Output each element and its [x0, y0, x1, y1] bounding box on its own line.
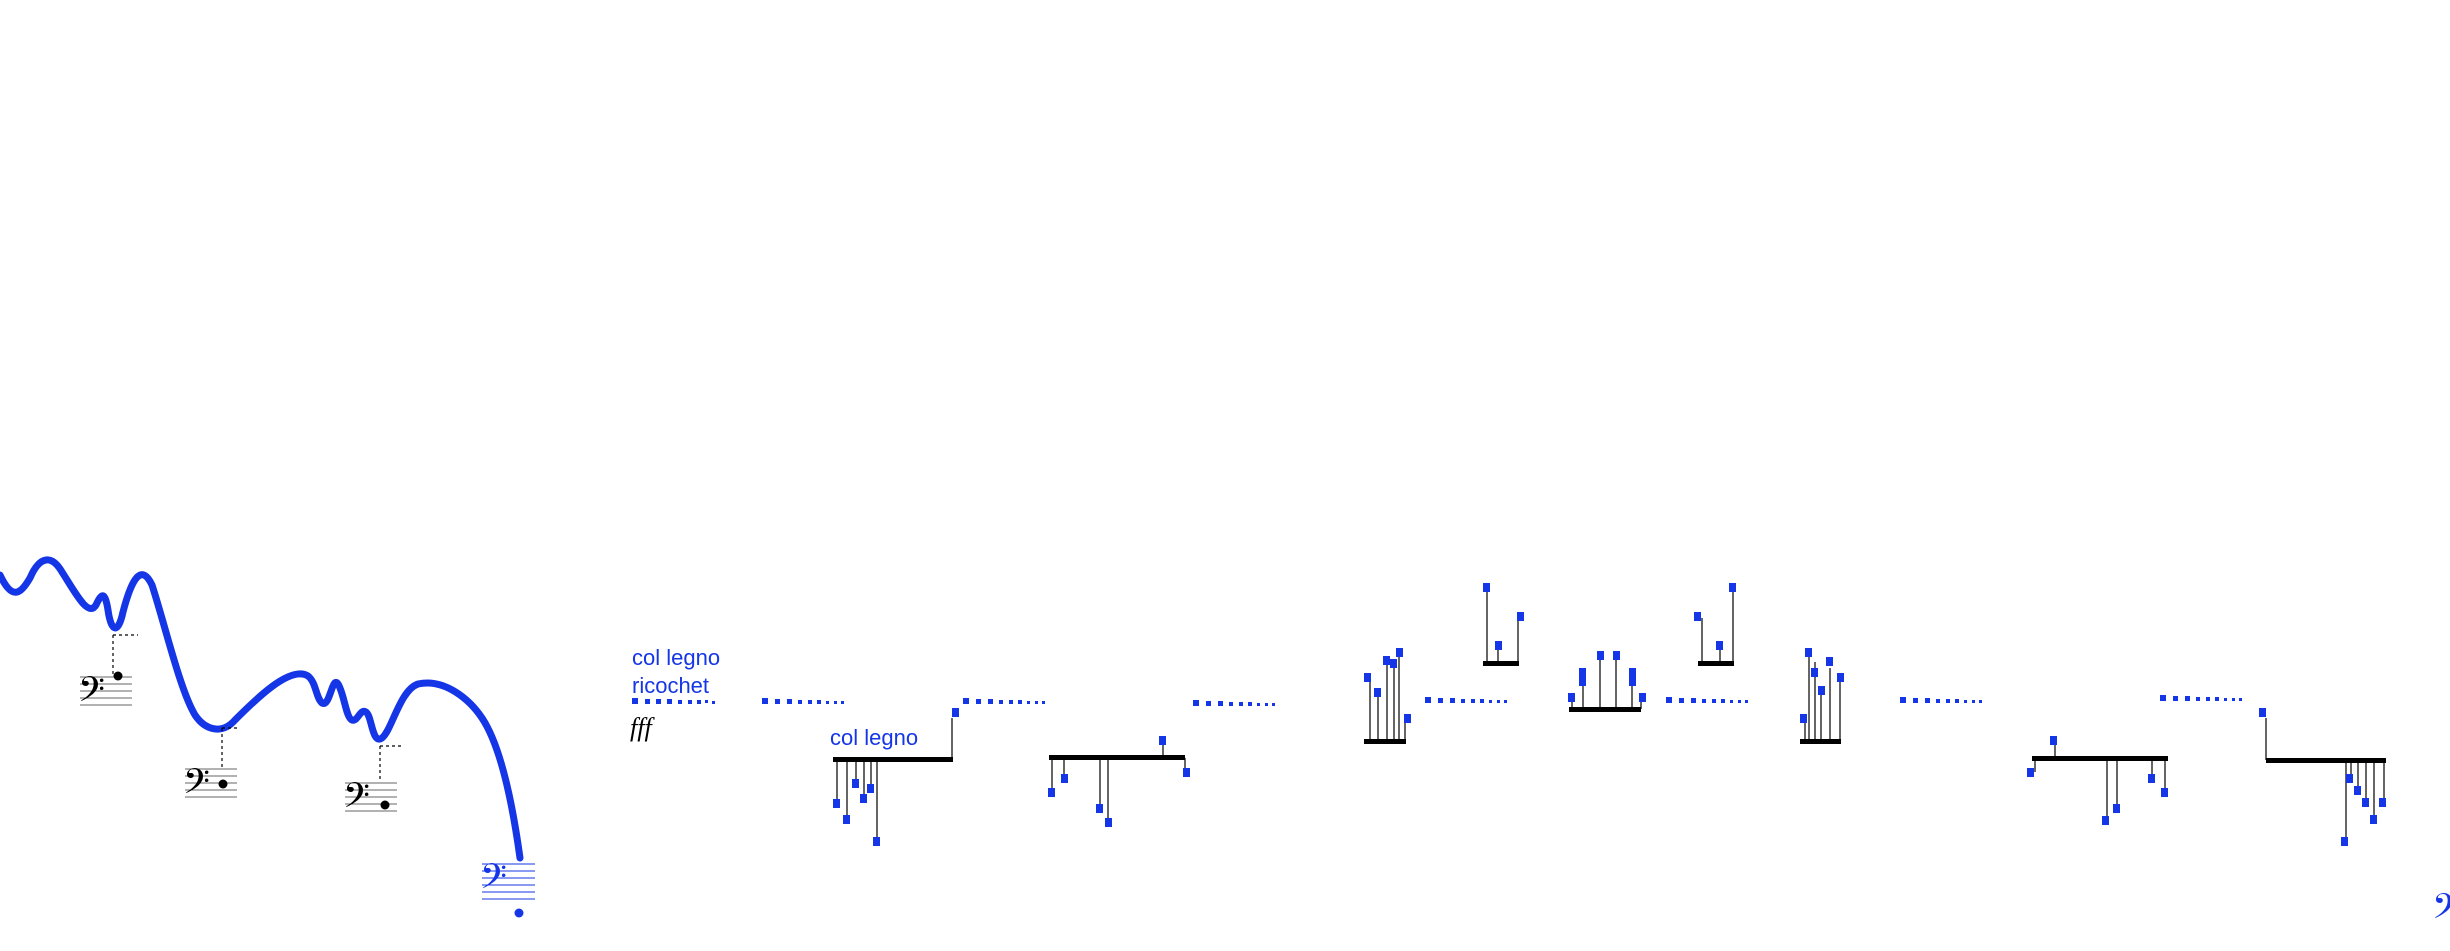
- glissando-curve: [0, 556, 524, 862]
- stem-cluster-8: [2027, 736, 2168, 825]
- bass-clef-staff-3: 𝄢: [343, 775, 397, 824]
- stem-cluster-4: [1483, 583, 1524, 666]
- note-head: [380, 800, 390, 810]
- bass-clef-icon: 𝄢: [183, 761, 210, 810]
- dotted-tremolo-6: [1666, 697, 1748, 703]
- bass-clef-icon: 𝄢: [2432, 886, 2450, 935]
- bass-clef-icon: 𝄢: [343, 775, 370, 824]
- stem-cluster-6: [1694, 583, 1736, 666]
- dotted-tremolo-8: [2160, 695, 2242, 701]
- dotted-tremolo-5: [1425, 697, 1507, 703]
- stem-cluster-5: [1568, 651, 1646, 712]
- dynamic-marking: fff: [630, 713, 655, 742]
- dotted-tremolo-1: [632, 698, 715, 704]
- leader-lines: [112, 634, 402, 782]
- stem-cluster-2: [1048, 736, 1190, 827]
- stem-cluster-1: [833, 708, 959, 846]
- bass-clef-icon: 𝄢: [78, 669, 105, 718]
- dotted-tremolo-4: [1193, 700, 1275, 706]
- stem-cluster-9: [2259, 708, 2386, 846]
- stem-cluster-7: [1800, 648, 1844, 744]
- technique-col-legno-2: col legno: [830, 725, 918, 750]
- dotted-tremolo-7: [1900, 697, 1982, 703]
- note-head: [113, 671, 123, 681]
- bass-clef-staff-2: 𝄢: [183, 761, 237, 810]
- bass-clef-staff-blue: 𝄢: [480, 856, 535, 918]
- note-head: [514, 908, 524, 918]
- stem-cluster-3: [1364, 648, 1411, 744]
- technique-col-legno: col legno: [632, 645, 720, 670]
- dotted-tremolo-3: [963, 698, 1045, 704]
- dotted-tremolo-2: [762, 698, 844, 704]
- note-head: [218, 779, 228, 789]
- bass-clef-icon: 𝄢: [480, 856, 507, 905]
- bass-clef-staff-1: 𝄢: [78, 669, 132, 718]
- technique-ricochet: ricochet: [632, 673, 709, 698]
